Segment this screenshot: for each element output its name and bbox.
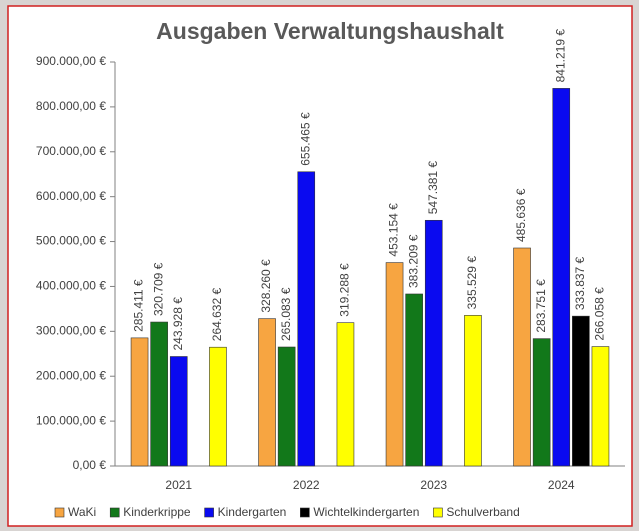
bar xyxy=(591,346,610,467)
y-tick-label: 500.000,00 € xyxy=(36,234,106,248)
bar xyxy=(405,293,423,467)
y-tick-label: 400.000,00 € xyxy=(36,279,106,293)
bar xyxy=(464,315,482,467)
bar xyxy=(209,346,227,467)
legend-label: Kindergarten xyxy=(218,505,287,519)
x-tick-label: 2022 xyxy=(293,478,320,492)
legend-label: WaKi xyxy=(68,505,96,519)
value-label: 243.928 € xyxy=(171,297,185,351)
value-label: 335.529 € xyxy=(465,256,479,310)
value-label: 333.837 € xyxy=(573,256,587,310)
legend-label: Schulverband xyxy=(446,505,519,519)
chart-title: Ausgaben Verwaltungshaushalt xyxy=(156,18,504,44)
bar xyxy=(336,322,355,467)
bar xyxy=(150,321,168,467)
value-label: 320.709 € xyxy=(151,262,165,316)
legend-swatch xyxy=(54,507,65,518)
bar xyxy=(385,262,404,467)
legend-swatch xyxy=(109,507,120,518)
bar xyxy=(532,338,551,467)
legend-swatch xyxy=(433,507,443,518)
value-label: 383.209 € xyxy=(406,234,420,288)
value-label: 485.636 € xyxy=(514,188,528,242)
bar xyxy=(169,356,188,467)
value-label: 266.058 € xyxy=(593,287,607,341)
y-tick-label: 600.000,00 € xyxy=(36,189,106,203)
value-label: 283.751 € xyxy=(534,279,548,333)
bar xyxy=(297,171,316,467)
value-label: 841.219 € xyxy=(553,29,567,83)
value-label: 265.083 € xyxy=(279,287,293,341)
bar xyxy=(552,88,571,467)
legend-swatch xyxy=(204,507,214,518)
legend-label: Kinderkrippe xyxy=(123,505,191,519)
y-tick-label: 100.000,00 € xyxy=(36,413,106,427)
value-label: 453.154 € xyxy=(387,203,401,257)
value-label: 328.260 € xyxy=(259,259,273,313)
value-label: 655.465 € xyxy=(298,112,312,166)
bar xyxy=(424,219,443,467)
y-tick-label: 0,00 € xyxy=(73,458,107,472)
bar xyxy=(277,346,296,467)
x-tick-label: 2023 xyxy=(420,478,447,492)
bar xyxy=(572,315,590,467)
value-label: 264.632 € xyxy=(210,287,224,341)
y-tick-label: 300.000,00 € xyxy=(36,324,106,338)
x-tick-label: 2024 xyxy=(548,478,575,492)
x-tick-label: 2021 xyxy=(165,478,192,492)
legend-label: Wichtelkindergarten xyxy=(313,505,419,519)
y-tick-label: 200.000,00 € xyxy=(36,368,106,382)
y-tick-label: 700.000,00 € xyxy=(36,144,106,158)
y-tick-label: 900.000,00 € xyxy=(36,54,106,68)
y-tick-label: 800.000,00 € xyxy=(36,99,106,113)
value-label: 285.411 € xyxy=(132,279,146,332)
bar xyxy=(258,318,276,467)
value-label: 547.381 € xyxy=(426,161,440,215)
value-label: 319.288 € xyxy=(338,263,352,317)
legend-swatch xyxy=(300,507,310,518)
bar xyxy=(513,247,531,467)
bar xyxy=(130,337,149,467)
